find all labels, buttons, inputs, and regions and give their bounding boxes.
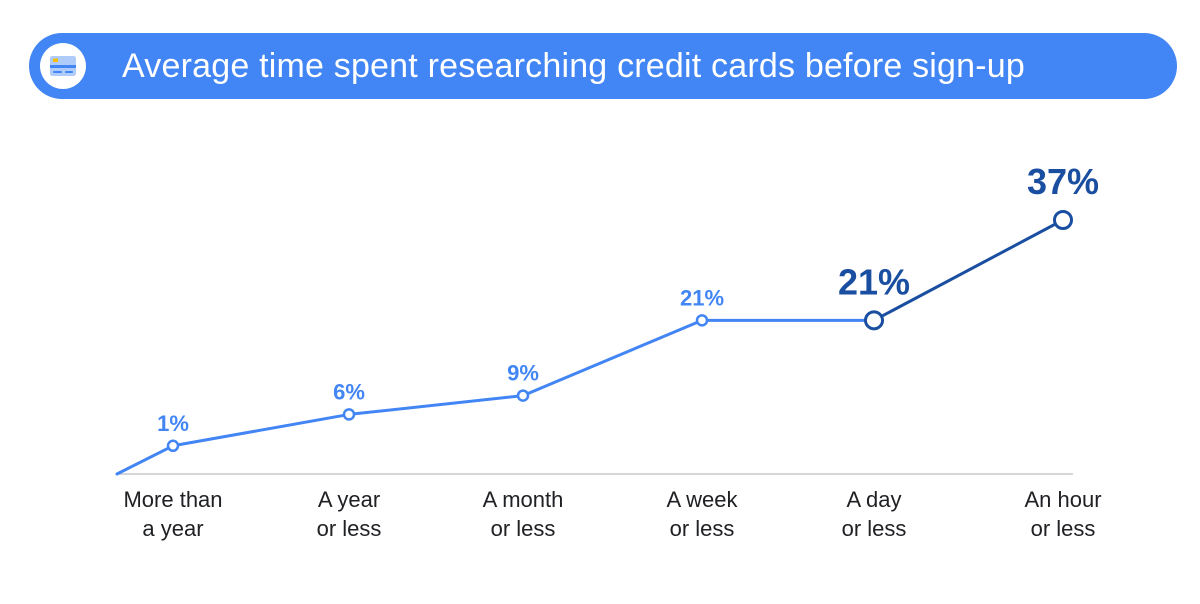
x-tick-label: A day xyxy=(846,487,901,512)
x-tick-label: or less xyxy=(317,516,382,541)
data-point xyxy=(516,389,530,402)
data-point xyxy=(695,314,709,327)
x-tick-label: A week xyxy=(667,487,739,512)
x-tick-label: or less xyxy=(1031,516,1096,541)
data-point xyxy=(166,439,180,453)
x-tick-label: a year xyxy=(142,516,203,541)
title-banner: Average time spent researching credit ca… xyxy=(29,33,1177,99)
x-tick-label: A month xyxy=(483,487,564,512)
series-line-segment xyxy=(347,394,525,416)
x-tick-label: or less xyxy=(842,516,907,541)
x-tick-label: An hour xyxy=(1024,487,1101,512)
data-label: 6% xyxy=(333,379,365,404)
x-tick-label: or less xyxy=(670,516,735,541)
credit-card-icon xyxy=(40,43,86,89)
series-line-segment xyxy=(872,218,1065,322)
series-line-segment xyxy=(521,318,704,398)
data-label: 37% xyxy=(1027,161,1099,202)
data-label: 21% xyxy=(680,285,724,310)
x-tick-label: More than xyxy=(123,487,222,512)
data-point xyxy=(1053,210,1073,230)
data-label: 9% xyxy=(507,361,539,386)
data-label: 21% xyxy=(838,261,910,302)
data-label: 1% xyxy=(157,411,189,436)
data-point xyxy=(864,310,884,331)
x-tick-label: A year xyxy=(318,487,380,512)
data-point xyxy=(342,408,356,421)
chart-title: Average time spent researching credit ca… xyxy=(122,47,1026,85)
x-tick-label: or less xyxy=(491,516,556,541)
series-line-segment xyxy=(171,412,351,448)
series-line-segment xyxy=(115,444,175,476)
